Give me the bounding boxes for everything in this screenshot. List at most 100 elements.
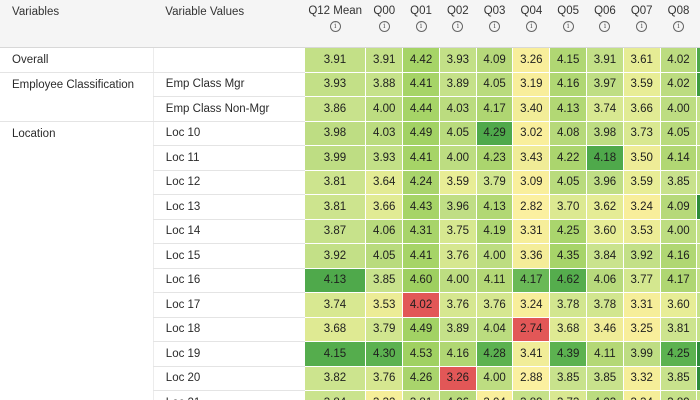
column-header[interactable]: Q08 i	[660, 0, 697, 48]
score-cell[interactable]: 3.76	[439, 243, 477, 269]
score-cell[interactable]: 4.41	[402, 72, 440, 97]
score-cell[interactable]: 4.13	[549, 96, 588, 122]
score-cell[interactable]: 4.25	[549, 219, 588, 244]
header-variables[interactable]: Variables	[0, 0, 154, 48]
column-header[interactable]: Q02 i	[439, 0, 477, 48]
score-cell[interactable]: 4.62	[549, 268, 588, 293]
score-cell[interactable]	[696, 121, 700, 146]
score-cell[interactable]: 3.73	[623, 121, 661, 146]
score-cell[interactable]: 4.15	[549, 47, 588, 73]
score-cell[interactable]: 4.02	[660, 72, 698, 97]
score-cell[interactable]: 3.81	[304, 170, 367, 195]
score-cell[interactable]	[696, 292, 700, 318]
score-cell[interactable]: 4.41	[402, 243, 440, 269]
score-cell[interactable]: 3.26	[439, 366, 477, 391]
score-cell[interactable]: 4.16	[660, 243, 698, 269]
score-cell[interactable]: 3.62	[586, 194, 624, 220]
score-cell[interactable]: 3.78	[586, 292, 624, 318]
score-cell[interactable]	[696, 170, 700, 195]
info-icon[interactable]: i	[562, 21, 574, 32]
score-cell[interactable]: 4.06	[586, 268, 624, 293]
score-cell[interactable]: 3.89	[439, 72, 477, 97]
score-cell[interactable]: 4.49	[402, 317, 440, 342]
score-cell[interactable]: 4.42	[402, 47, 440, 73]
score-cell[interactable]: 4.05	[549, 170, 588, 195]
score-cell[interactable]: 3.91	[586, 47, 624, 73]
score-cell[interactable]: 4.03	[439, 96, 477, 122]
score-cell[interactable]: 3.74	[304, 292, 367, 318]
score-cell[interactable]: 3.88	[365, 72, 404, 97]
score-cell[interactable]	[696, 390, 700, 400]
score-cell[interactable]: 3.46	[586, 317, 624, 342]
score-cell[interactable]: 3.84	[304, 390, 367, 400]
score-cell[interactable]: 3.34	[623, 390, 661, 400]
score-cell[interactable]: 4.17	[512, 268, 551, 293]
score-cell[interactable]: 3.19	[512, 72, 551, 97]
header-variable-values[interactable]: Variable Values	[153, 0, 305, 48]
score-cell[interactable]: 4.05	[365, 243, 404, 269]
score-cell[interactable]: 3.66	[365, 194, 404, 220]
score-cell[interactable]: 3.50	[623, 145, 661, 171]
column-header[interactable]: Q04 i	[512, 0, 550, 48]
info-icon[interactable]: i	[415, 21, 427, 32]
score-cell[interactable]: 3.76	[476, 292, 514, 318]
score-cell[interactable]: 3.32	[623, 366, 661, 391]
score-cell[interactable]: 4.06	[439, 390, 477, 400]
score-cell[interactable]: 4.00	[365, 96, 404, 122]
score-cell[interactable]: 3.76	[365, 366, 404, 391]
score-cell[interactable]: 3.91	[365, 47, 404, 73]
score-cell[interactable]: 4.26	[402, 366, 440, 391]
column-header[interactable]: Q07 i	[623, 0, 661, 48]
score-cell[interactable]: 3.79	[476, 170, 514, 195]
score-cell[interactable]: 3.82	[304, 366, 367, 391]
score-cell[interactable]: 3.64	[365, 170, 404, 195]
score-cell[interactable]	[696, 317, 700, 342]
score-cell[interactable]: 4.00	[476, 366, 514, 391]
score-cell[interactable]: 3.98	[304, 121, 367, 146]
score-cell[interactable]: 4.13	[304, 268, 367, 293]
score-cell[interactable]: 3.85	[549, 366, 588, 391]
score-cell[interactable]: 3.84	[586, 243, 624, 269]
score-cell[interactable]: 3.89	[439, 317, 477, 342]
score-cell[interactable]: 3.24	[623, 194, 661, 220]
score-cell[interactable]: 4.02	[402, 292, 440, 318]
score-cell[interactable]: 3.92	[304, 243, 367, 269]
score-cell[interactable]: 3.59	[439, 170, 477, 195]
score-cell[interactable]: 4.35	[549, 243, 588, 269]
score-cell[interactable]: 4.49	[402, 121, 440, 146]
score-cell[interactable]: 4.28	[476, 341, 514, 367]
score-cell[interactable]: 3.74	[586, 96, 624, 122]
score-cell[interactable]: 4.14	[660, 145, 698, 171]
column-header[interactable]: Q06 i	[586, 0, 624, 48]
score-cell[interactable]: 4.00	[660, 96, 698, 122]
info-icon[interactable]: i	[452, 21, 464, 32]
score-cell[interactable]: 4.06	[365, 219, 404, 244]
score-cell[interactable]: 3.59	[623, 72, 661, 97]
score-cell[interactable]: 4.08	[549, 121, 588, 146]
score-cell[interactable]: 3.93	[439, 47, 477, 73]
score-cell[interactable]: 3.78	[549, 292, 588, 318]
score-cell[interactable]: 4.11	[476, 268, 514, 293]
score-cell[interactable]	[696, 268, 700, 293]
info-icon[interactable]: i	[329, 21, 341, 32]
score-cell[interactable]: 3.87	[304, 219, 367, 244]
score-cell[interactable]: 3.85	[660, 366, 698, 391]
score-cell[interactable]	[696, 47, 700, 73]
score-cell[interactable]: 3.04	[476, 390, 514, 400]
score-cell[interactable]: 3.26	[512, 47, 551, 73]
score-cell[interactable]: 3.93	[304, 72, 367, 97]
score-cell[interactable]: 4.24	[402, 170, 440, 195]
score-cell[interactable]: 3.32	[365, 390, 404, 400]
score-cell[interactable]: 3.43	[512, 145, 551, 171]
score-cell[interactable]: 4.60	[402, 268, 440, 293]
score-cell[interactable]: 3.86	[304, 96, 367, 122]
score-cell[interactable]: 3.85	[586, 366, 624, 391]
score-cell[interactable]	[696, 219, 700, 244]
info-icon[interactable]: i	[636, 21, 648, 32]
score-cell[interactable]: 4.04	[476, 317, 514, 342]
score-cell[interactable]: 4.05	[660, 121, 698, 146]
score-cell[interactable]: 4.44	[402, 96, 440, 122]
score-cell[interactable]: 3.31	[512, 219, 551, 244]
score-cell[interactable]	[696, 72, 700, 97]
score-cell[interactable]: 4.03	[586, 390, 624, 400]
